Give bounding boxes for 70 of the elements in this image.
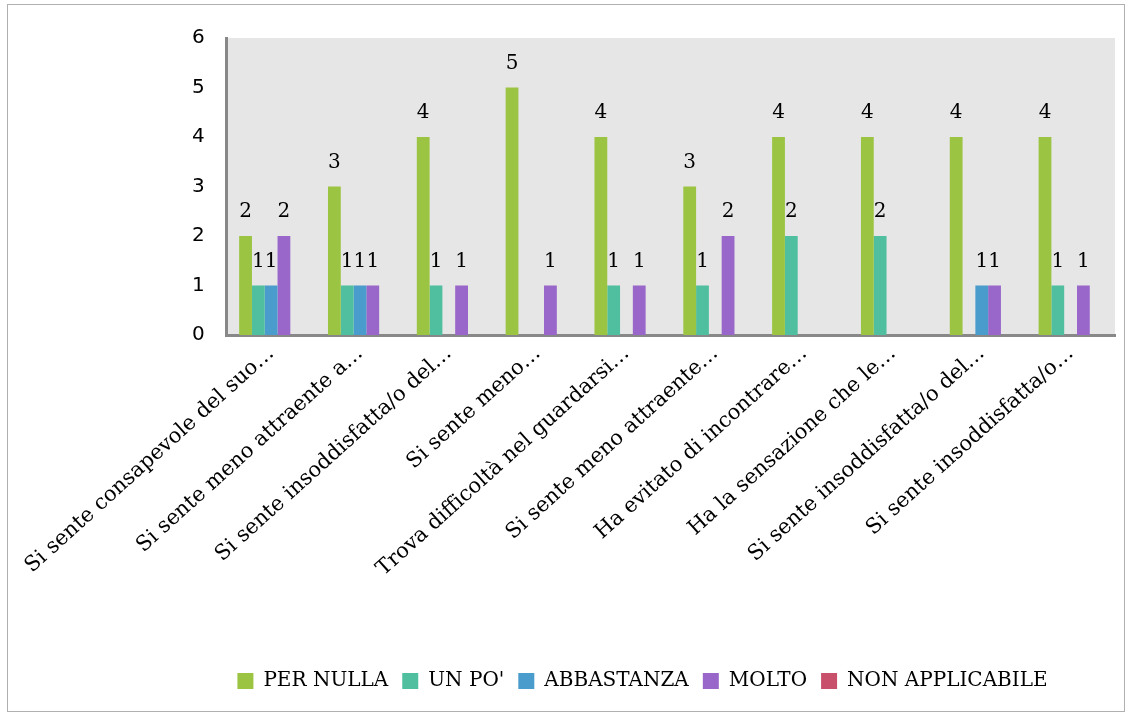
data-label: 5 — [505, 49, 519, 74]
bar — [239, 236, 252, 335]
bar — [251, 285, 265, 335]
bar — [784, 236, 798, 335]
y-tick-label: 2 — [191, 222, 205, 247]
bar — [353, 285, 367, 335]
data-label: 3 — [328, 148, 341, 173]
bar — [988, 285, 1001, 335]
data-label: 1 — [340, 247, 354, 272]
data-label: 1 — [1051, 247, 1065, 272]
data-label: 1 — [696, 247, 709, 272]
data-label: 1 — [455, 247, 468, 272]
data-label: 2 — [784, 198, 798, 223]
legend-label: PER NULLA — [263, 667, 389, 692]
bar — [975, 285, 989, 335]
data-label: 3 — [683, 148, 697, 173]
data-label: 1 — [251, 247, 265, 272]
bar — [772, 137, 785, 335]
bar — [505, 87, 519, 335]
bar — [873, 236, 887, 335]
bar — [455, 285, 468, 335]
data-label: 1 — [264, 247, 278, 272]
bar — [683, 186, 697, 335]
bar — [264, 285, 278, 335]
legend-label: NON APPLICABILE — [847, 667, 1048, 692]
data-label: 4 — [772, 99, 785, 124]
y-tick-label: 6 — [191, 24, 205, 49]
data-label: 1 — [1077, 247, 1090, 272]
data-label: 4 — [1038, 99, 1052, 124]
bar — [366, 285, 380, 335]
data-label: 4 — [594, 99, 608, 124]
data-label: 4 — [416, 99, 430, 124]
bar — [340, 285, 354, 335]
legend-label: ABBASTANZA — [543, 667, 690, 692]
bar — [429, 285, 443, 335]
data-label: 4 — [949, 99, 963, 124]
data-label: 1 — [975, 247, 989, 272]
y-tick-label: 3 — [191, 172, 205, 197]
bar — [594, 137, 608, 335]
bar — [277, 236, 291, 335]
data-label: 2 — [277, 198, 291, 223]
data-label: 1 — [544, 247, 557, 272]
data-label: 1 — [353, 247, 367, 272]
data-label: 2 — [239, 198, 252, 223]
bar — [1038, 137, 1052, 335]
bar — [416, 137, 430, 335]
y-tick-label: 0 — [191, 321, 205, 346]
data-label: 1 — [366, 247, 380, 272]
data-label: 2 — [873, 198, 887, 223]
bar — [721, 236, 735, 335]
data-label: 1 — [632, 247, 646, 272]
bar — [544, 285, 557, 335]
bar — [632, 285, 646, 335]
data-label: 1 — [607, 247, 621, 272]
bar — [1076, 285, 1090, 335]
bar — [327, 186, 341, 335]
data-label: 1 — [429, 247, 443, 272]
bar — [949, 137, 963, 335]
y-tick-label: 4 — [191, 123, 205, 148]
data-label: 1 — [988, 247, 1001, 272]
data-label: 4 — [860, 99, 874, 124]
bar — [696, 285, 709, 335]
bar — [607, 285, 621, 335]
bar — [1051, 285, 1065, 335]
y-tick-label: 5 — [191, 73, 205, 98]
y-tick-label: 1 — [191, 271, 205, 296]
data-label: 2 — [721, 198, 735, 223]
legend-label: MOLTO — [728, 667, 808, 692]
legend-label: UN PO' — [428, 667, 505, 692]
bar — [860, 137, 874, 335]
